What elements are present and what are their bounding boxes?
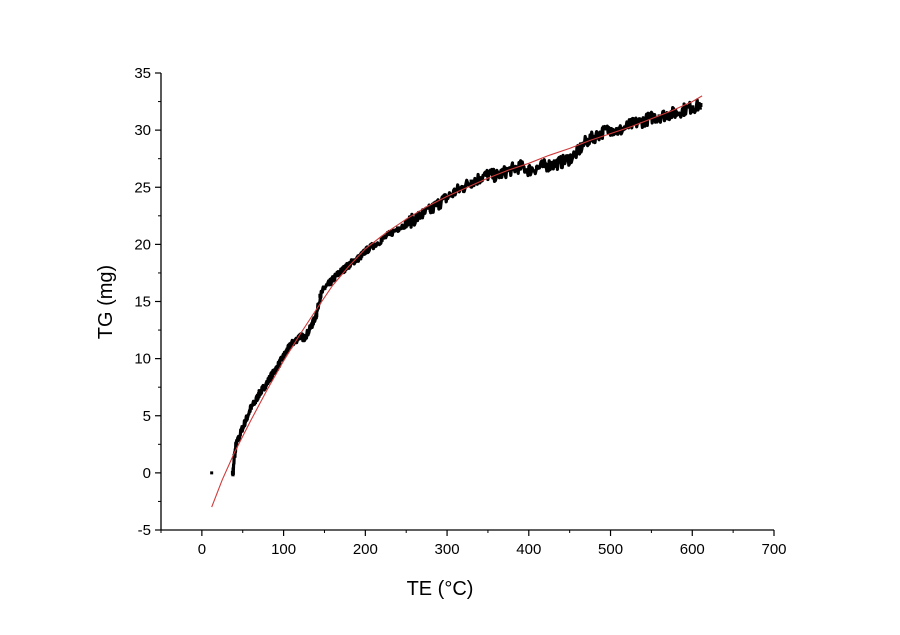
data-point xyxy=(445,195,450,200)
data-point xyxy=(330,277,335,282)
data-point xyxy=(428,208,433,213)
data-point xyxy=(210,471,214,475)
data-point xyxy=(297,333,302,338)
data-point xyxy=(649,115,654,120)
data-point xyxy=(543,163,548,168)
data-point xyxy=(248,405,253,410)
data-point xyxy=(551,162,556,167)
data-point xyxy=(342,266,347,271)
data-point xyxy=(526,168,531,173)
data-point xyxy=(641,118,646,123)
data-point xyxy=(244,416,249,421)
data-point xyxy=(334,273,339,278)
data-point xyxy=(567,156,572,161)
data-point xyxy=(379,237,384,242)
tick-labels: 0 100 200 300 400 500 600 700 -5 0 5 10 15 20 25 30 35 xyxy=(134,65,786,558)
data-point xyxy=(698,102,703,107)
data-point xyxy=(575,149,580,154)
data-point xyxy=(396,226,401,231)
data-point xyxy=(453,189,458,194)
data-point xyxy=(494,173,499,178)
data-point xyxy=(665,112,670,117)
data-point xyxy=(673,110,678,115)
x-tick-label: 200 xyxy=(353,541,378,558)
data-point xyxy=(359,253,364,258)
data-point xyxy=(592,134,597,139)
y-tick-label: 25 xyxy=(134,179,151,196)
data-point xyxy=(277,361,282,366)
data-point xyxy=(289,341,294,346)
y-axis-title: TG (mg) xyxy=(95,265,117,339)
y-tick-label: 20 xyxy=(134,236,151,253)
data-point xyxy=(230,470,235,475)
y-tick-label: 35 xyxy=(134,65,151,82)
data-point xyxy=(285,347,290,352)
data-point xyxy=(518,164,523,169)
data-point xyxy=(502,170,507,175)
data-point xyxy=(624,124,629,129)
data-point xyxy=(559,160,564,165)
data-point xyxy=(404,221,409,226)
x-tick-label: 700 xyxy=(761,541,786,558)
data-point xyxy=(310,322,315,327)
data-point xyxy=(236,436,241,441)
y-tick-label: 5 xyxy=(143,408,151,425)
x-tick-label: 400 xyxy=(516,541,541,558)
data-point xyxy=(461,185,466,190)
data-point xyxy=(281,354,286,359)
data-point xyxy=(338,269,343,274)
x-tick-label: 100 xyxy=(271,541,296,558)
data-point xyxy=(657,114,662,119)
data-point xyxy=(633,121,638,126)
data-point xyxy=(314,313,319,318)
data-point xyxy=(306,330,311,335)
data-point xyxy=(682,107,687,112)
data-point xyxy=(326,282,331,287)
y-tick-label: -5 xyxy=(138,522,151,539)
data-point xyxy=(265,380,270,385)
measured-series xyxy=(210,102,703,475)
x-tick-label: 0 xyxy=(198,541,206,558)
data-point xyxy=(257,392,262,397)
data-point xyxy=(608,126,613,131)
y-tick-label: 0 xyxy=(143,465,151,482)
data-point xyxy=(232,453,237,458)
data-point xyxy=(387,232,392,237)
data-point xyxy=(261,386,266,391)
data-point xyxy=(420,212,425,217)
y-tick-label: 10 xyxy=(134,351,151,368)
y-tick-label: 30 xyxy=(134,122,151,139)
data-point xyxy=(534,165,539,170)
data-point xyxy=(346,262,351,267)
data-point xyxy=(318,293,323,298)
data-point xyxy=(355,257,360,262)
data-point xyxy=(436,201,441,206)
data-point xyxy=(252,400,257,405)
fit-line xyxy=(211,95,703,508)
data-point xyxy=(485,172,490,177)
data-point xyxy=(412,217,417,222)
measured-data-noise xyxy=(231,98,702,477)
data-point xyxy=(363,249,368,254)
data-point xyxy=(690,105,695,110)
data-point xyxy=(302,336,307,341)
data-point xyxy=(234,442,239,447)
measured-trace xyxy=(231,98,702,477)
fit-series xyxy=(211,95,703,508)
x-tick-label: 300 xyxy=(435,541,460,558)
data-point xyxy=(269,373,274,378)
x-tick-label: 500 xyxy=(598,541,623,558)
x-tick-label: 600 xyxy=(680,541,705,558)
data-point xyxy=(240,425,245,430)
data-point xyxy=(273,368,278,373)
data-point xyxy=(371,243,376,248)
data-point xyxy=(600,130,605,135)
data-point xyxy=(477,176,482,181)
x-axis-title: TE (°C) xyxy=(407,578,474,600)
axes xyxy=(155,72,775,536)
y-tick-label: 15 xyxy=(134,294,151,311)
data-point xyxy=(322,285,327,290)
data-point xyxy=(469,179,474,184)
